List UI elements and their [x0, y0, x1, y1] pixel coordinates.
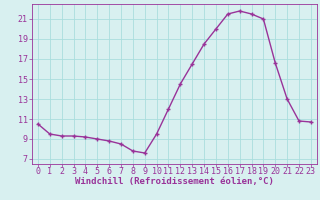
X-axis label: Windchill (Refroidissement éolien,°C): Windchill (Refroidissement éolien,°C)	[75, 177, 274, 186]
